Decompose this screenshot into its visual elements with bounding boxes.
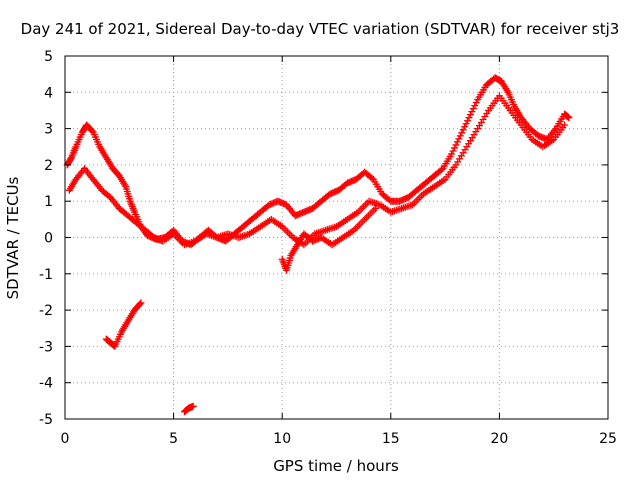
- x-axis-title: GPS time / hours: [273, 457, 399, 475]
- x-tick-label: 15: [382, 431, 400, 447]
- y-tick-labels: 5 4 3 2 1 0 -1 -2 -3 -4 -5: [39, 49, 53, 428]
- data-point: [189, 402, 197, 410]
- y-tick-label: -3: [39, 339, 53, 355]
- y-tick-label: 3: [44, 122, 53, 138]
- y-tick-label: -5: [39, 412, 53, 428]
- data-point: [469, 105, 477, 113]
- data-point: [458, 129, 466, 137]
- y-tick-label: -2: [39, 303, 53, 319]
- x-tick-label: 5: [169, 431, 178, 447]
- data-point: [88, 127, 96, 135]
- x-tick-label: 0: [61, 431, 70, 447]
- data-point: [465, 114, 473, 122]
- y-tick-label: 4: [44, 85, 53, 101]
- x-tick-label: 20: [490, 431, 508, 447]
- data-point: [565, 114, 573, 122]
- data-point: [455, 135, 463, 143]
- y-tick-label: -4: [39, 376, 53, 392]
- data-points: [63, 74, 573, 416]
- x-tick-label: 10: [273, 431, 291, 447]
- x-tick-labels: 0 5 10 15 20 25: [61, 431, 617, 447]
- data-point: [368, 174, 376, 182]
- grid-lines: [65, 56, 608, 419]
- data-point: [561, 121, 569, 129]
- y-tick-label: 5: [44, 49, 53, 65]
- data-point: [459, 126, 467, 134]
- data-point: [452, 141, 460, 149]
- data-point: [448, 150, 456, 158]
- y-tick-label: 0: [44, 231, 53, 247]
- data-point: [464, 117, 472, 125]
- y-axis-title: SDTVAR / TECUs: [4, 176, 22, 299]
- data-point: [437, 166, 445, 174]
- data-point: [136, 300, 144, 308]
- data-point: [466, 111, 474, 119]
- y-tick-label: 2: [44, 158, 53, 174]
- x-tick-label: 25: [599, 431, 617, 447]
- data-point: [461, 123, 469, 131]
- data-point: [471, 102, 479, 110]
- data-point: [67, 155, 75, 163]
- data-point: [137, 299, 145, 307]
- axis-ticks: [64, 55, 609, 420]
- data-point: [451, 144, 459, 152]
- data-point: [462, 120, 470, 128]
- data-point: [472, 99, 480, 107]
- data-point: [456, 132, 464, 140]
- y-tick-label: -1: [39, 267, 53, 283]
- data-point: [372, 204, 380, 212]
- data-point: [449, 147, 457, 155]
- y-tick-label: 1: [44, 194, 53, 210]
- chart-title: Day 241 of 2021, Sidereal Day-to-day VTE…: [21, 20, 620, 38]
- data-point: [468, 108, 476, 116]
- data-point: [453, 138, 461, 146]
